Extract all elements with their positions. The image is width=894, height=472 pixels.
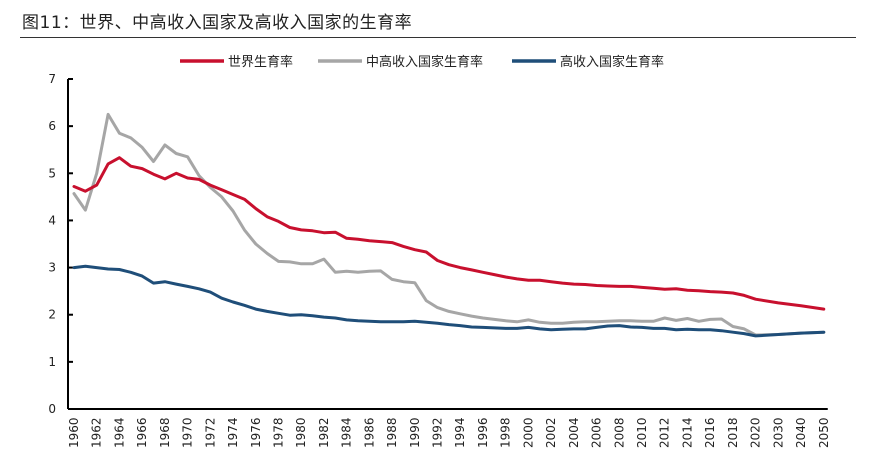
x-tick-label: 2040 (794, 417, 808, 448)
x-tick-label: 1966 (135, 417, 149, 448)
x-tick-label: 1982 (317, 417, 331, 448)
x-tick-label: 1986 (362, 417, 376, 448)
legend-item: 高收入国家生育率 (512, 54, 664, 70)
series-line-1 (72, 112, 826, 337)
y-tick-label: 7 (48, 72, 56, 86)
x-tick-label: 2020 (749, 417, 763, 448)
x-tick-label: 1988 (385, 417, 399, 448)
x-tick-label: 1962 (90, 417, 104, 448)
x-tick-label: 1990 (408, 417, 422, 448)
x-tick-label: 2016 (703, 417, 717, 448)
x-tick-label: 2010 (635, 417, 649, 448)
x-tick-label: 1992 (431, 417, 445, 448)
x-tick-label: 2002 (544, 417, 558, 448)
x-tick-label: 1964 (112, 417, 126, 448)
series-line-2 (72, 264, 826, 338)
y-tick-label: 2 (48, 308, 56, 322)
x-tick-label: 2014 (680, 417, 694, 448)
x-tick-label: 1970 (181, 417, 195, 448)
x-tick-label: 1996 (476, 417, 490, 448)
y-tick-label: 4 (48, 213, 56, 227)
x-tick-label: 2030 (771, 417, 785, 448)
x-tick-label: 1974 (226, 417, 240, 448)
x-tick-label: 2006 (590, 417, 604, 448)
legend-label: 世界生育率 (228, 54, 293, 70)
x-tick-label: 2050 (817, 417, 831, 448)
x-tick-label: 2000 (521, 417, 535, 448)
legend-label: 高收入国家生育率 (560, 54, 664, 70)
x-tick-label: 1960 (67, 417, 81, 448)
x-tick-label: 1968 (158, 417, 172, 448)
y-tick-label: 3 (48, 261, 56, 275)
legend-item: 世界生育率 (180, 54, 293, 70)
y-tick-label: 6 (48, 119, 56, 133)
chart-title: 图11：世界、中高收入国家及高收入国家的生育率 (22, 13, 413, 33)
x-tick-label: 1978 (271, 417, 285, 448)
x-tick-label: 1980 (294, 417, 308, 448)
legend-item: 中高收入国家生育率 (318, 54, 483, 70)
x-tick-label: 1994 (453, 417, 467, 448)
x-tick-label: 1998 (499, 417, 513, 448)
x-tick-label: 2018 (726, 417, 740, 448)
title-divider (20, 37, 856, 38)
x-tick-label: 1976 (249, 417, 263, 448)
x-tick-label: 2008 (612, 417, 626, 448)
legend-label: 中高收入国家生育率 (366, 54, 483, 70)
y-tick-label: 5 (48, 166, 56, 180)
x-tick-label: 1984 (340, 417, 354, 448)
x-tick-label: 2004 (567, 417, 581, 448)
x-tick-label: 2012 (658, 417, 672, 448)
series-line-0 (72, 156, 826, 311)
x-tick-label: 1972 (203, 417, 217, 448)
y-tick-label: 0 (48, 402, 56, 416)
y-tick-label: 1 (48, 355, 56, 369)
